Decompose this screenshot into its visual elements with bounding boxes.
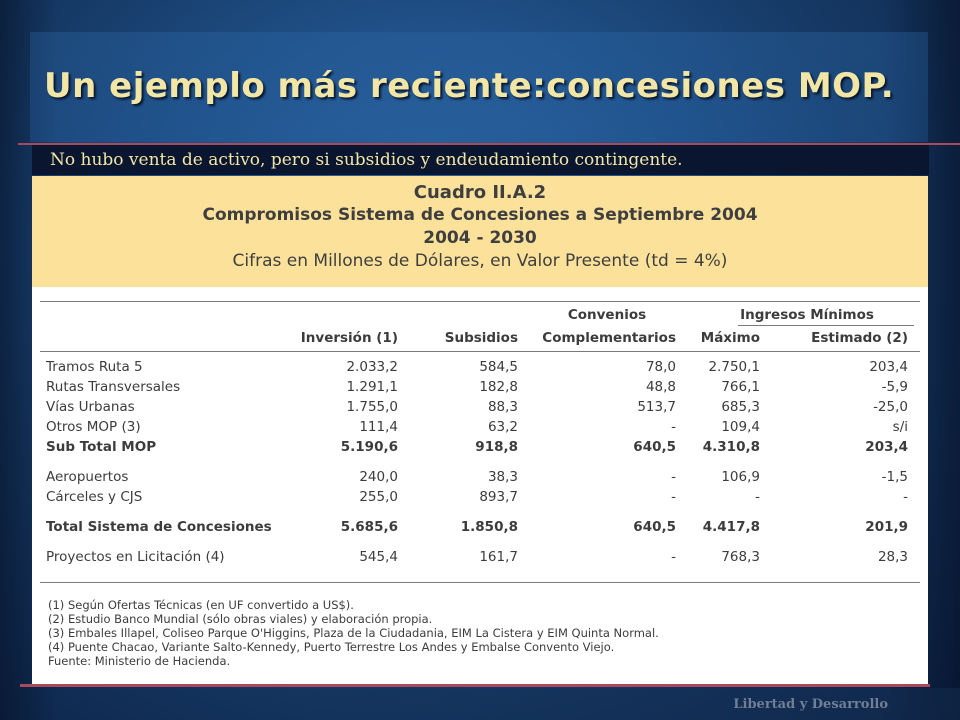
cell-inversion: 240,0 [359, 469, 398, 485]
column-header-complementarios: Complementarios [542, 330, 676, 346]
cell-estimado: 201,9 [865, 519, 908, 535]
title-divider [18, 143, 960, 145]
column-header-inversion: Inversión (1) [300, 330, 398, 346]
table-heading-line-3: 2004 - 2030 [423, 228, 537, 248]
cell-estimado: - [903, 489, 908, 505]
row-label: Cárceles y CJS [46, 489, 143, 505]
cell-inversion: 255,0 [359, 489, 398, 505]
cell-maximo: - [755, 489, 760, 505]
row-label: Total Sistema de Concesiones [46, 519, 272, 535]
cell-subsidios: 182,8 [479, 379, 518, 395]
cell-estimado: -1,5 [881, 469, 908, 485]
cell-inversion: 1.755,0 [346, 399, 398, 415]
concessions-table: Cuadro II.A.2 Compromisos Sistema de Con… [32, 176, 928, 684]
slide-title: Un ejemplo más reciente:concesiones MOP. [44, 66, 895, 106]
cell-estimado: -25,0 [873, 399, 908, 415]
cell-maximo: 106,9 [721, 469, 760, 485]
cell-complementarios: 640,5 [633, 519, 676, 535]
cell-subsidios: 88,3 [487, 399, 518, 415]
cell-inversion: 1.291,1 [346, 379, 398, 395]
cell-complementarios: 513,7 [637, 399, 676, 415]
table-header-rule [40, 351, 920, 352]
cell-subsidios: 161,7 [479, 549, 518, 565]
table-note: (2) Estudio Banco Mundial (sólo obras vi… [48, 612, 433, 626]
table-heading: Cuadro II.A.2 Compromisos Sistema de Con… [32, 176, 928, 287]
cell-subsidios: 1.850,8 [460, 519, 518, 535]
row-label: Tramos Ruta 5 [46, 359, 143, 375]
table-heading-line-1: Cuadro II.A.2 [413, 182, 547, 203]
row-label: Sub Total MOP [46, 439, 157, 455]
cell-subsidios: 893,7 [479, 489, 518, 505]
table-bottom-rule [40, 582, 920, 583]
title-panel [30, 32, 928, 142]
table-top-rule [40, 301, 920, 302]
cell-complementarios: - [671, 419, 676, 435]
cell-complementarios: 48,8 [645, 379, 676, 395]
subtitle-bar: No hubo venta de activo, pero si subsidi… [32, 145, 929, 175]
cell-maximo: 109,4 [721, 419, 760, 435]
cell-inversion: 545,4 [359, 549, 398, 565]
group-header-convenios: Convenios [567, 307, 647, 323]
cell-complementarios: 640,5 [633, 439, 676, 455]
cell-subsidios: 38,3 [487, 469, 518, 485]
bottom-divider [20, 684, 930, 687]
cell-maximo: 2.750,1 [708, 359, 760, 375]
table-note: Fuente: Ministerio de Hacienda. [48, 654, 231, 668]
table-heading-line-2: Compromisos Sistema de Concesiones a Sep… [202, 205, 758, 225]
table-note: (4) Puente Chacao, Variante Salto-Kenned… [48, 640, 615, 654]
row-label: Vías Urbanas [46, 399, 135, 415]
cell-complementarios: - [671, 549, 676, 565]
table-body: Convenios Ingresos Mínimos Inversión (1)… [32, 287, 928, 684]
footer-brand: Libertad y Desarrollo [733, 697, 888, 712]
cell-maximo: 4.417,8 [702, 519, 760, 535]
cell-complementarios: 78,0 [645, 359, 676, 375]
cell-subsidios: 918,8 [475, 439, 518, 455]
cell-estimado: s/i [892, 419, 908, 435]
cell-maximo: 766,1 [721, 379, 760, 395]
cell-maximo: 4.310,8 [702, 439, 760, 455]
group-header-ingresos: Ingresos Mínimos [740, 307, 874, 323]
cell-maximo: 685,3 [721, 399, 760, 415]
column-header-subsidios: Subsidios [444, 330, 518, 346]
cell-subsidios: 584,5 [479, 359, 518, 375]
cell-inversion: 2.033,2 [346, 359, 398, 375]
row-label: Rutas Transversales [46, 379, 181, 395]
row-label: Aeropuertos [46, 469, 129, 485]
cell-estimado: 203,4 [869, 359, 908, 375]
cell-estimado: 28,3 [877, 549, 908, 565]
row-label: Proyectos en Licitación (4) [46, 549, 225, 565]
cell-complementarios: - [671, 489, 676, 505]
table-note: (3) Embales Illapel, Coliseo Parque O'Hi… [48, 626, 659, 640]
cell-estimado: 203,4 [865, 439, 908, 455]
cell-complementarios: - [671, 469, 676, 485]
cell-maximo: 768,3 [721, 549, 760, 565]
group-underline-ingresos [738, 325, 914, 326]
cell-estimado: -5,9 [881, 379, 908, 395]
column-header-maximo: Máximo [700, 330, 760, 346]
slide-subtitle: No hubo venta de activo, pero si subsidi… [50, 150, 683, 170]
row-label: Otros MOP (3) [46, 419, 141, 435]
column-header-estimado: Estimado (2) [811, 330, 908, 346]
cell-subsidios: 63,2 [487, 419, 518, 435]
table-heading-line-4: Cifras en Millones de Dólares, en Valor … [232, 251, 728, 271]
cell-inversion: 5.685,6 [340, 519, 398, 535]
table-note: (1) Según Ofertas Técnicas (en UF conver… [48, 598, 354, 612]
footer-band [215, 688, 960, 720]
cell-inversion: 111,4 [359, 419, 398, 435]
cell-inversion: 5.190,6 [340, 439, 398, 455]
